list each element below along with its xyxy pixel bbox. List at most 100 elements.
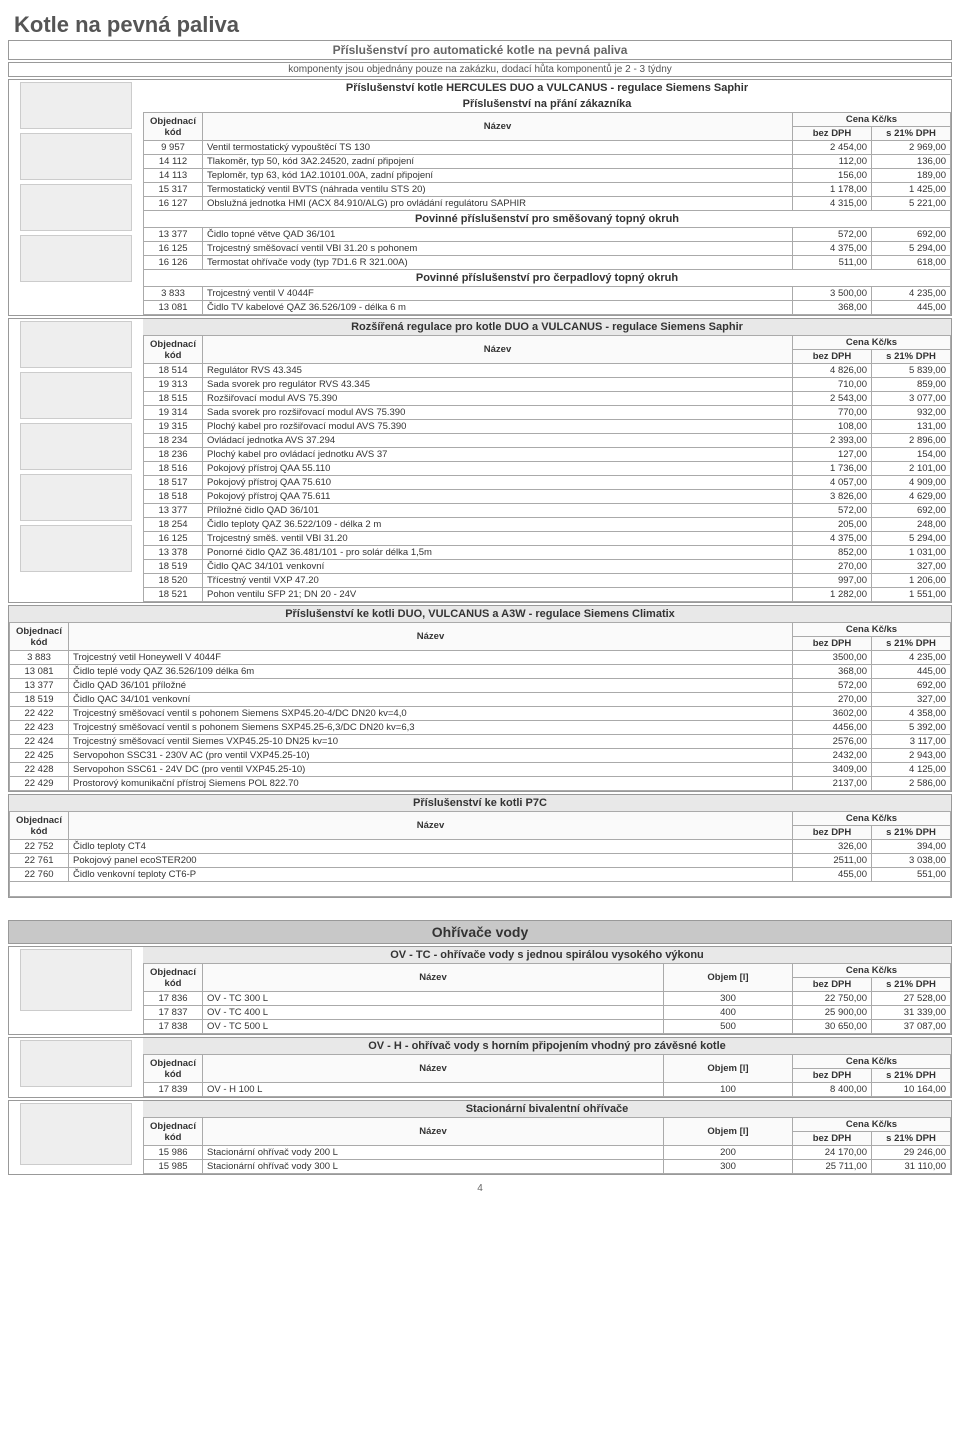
cell-price-s21: 131,00: [872, 420, 951, 434]
cell-price-bez: 852,00: [793, 546, 872, 560]
cell-name: Trojcestný směšovací ventil Siemes VXP45…: [69, 735, 793, 749]
col-s21DPH: s 21% DPH: [872, 350, 951, 364]
cell-price-bez: 3 500,00: [793, 287, 872, 301]
price-table: Objednacíkód Název Cena Kč/ks bez DPHs 2…: [9, 622, 951, 791]
cell-price-s21: 29 246,00: [872, 1146, 951, 1160]
col-name: Název: [203, 1118, 664, 1146]
cell-price-s21: 31 339,00: [872, 1006, 951, 1020]
cell-code: 15 317: [144, 183, 203, 197]
table-row: 16 127Obslužná jednotka HMI (ACX 84.910/…: [144, 197, 951, 211]
section-hercules: Příslušenství kotle HERCULES DUO a VULCA…: [8, 79, 952, 316]
cell-name: Teploměr, typ 63, kód 1A2.10101.00A, zad…: [203, 169, 793, 183]
cell-code: 16 127: [144, 197, 203, 211]
col-code-bot: kód: [165, 978, 182, 989]
cell-price-bez: 24 170,00: [793, 1146, 872, 1160]
col-s21DPH: s 21% DPH: [872, 127, 951, 141]
section-title: OV - H - ohřívač vody s horním připojení…: [143, 1038, 951, 1054]
cell-price-bez: 4 826,00: [793, 364, 872, 378]
cell-code: 16 126: [144, 256, 203, 270]
cell-name: Ovládací jednotka AVS 37.294: [203, 434, 793, 448]
col-s21DPH: s 21% DPH: [872, 1132, 951, 1146]
cell-price-bez: 4456,00: [793, 721, 872, 735]
table-row: 18 519Čidlo QAC 34/101 venkovní270,00327…: [10, 693, 951, 707]
cell-name: Termostat ohřívače vody (typ 7D1.6 R 321…: [203, 256, 793, 270]
table-row: 14 112Tlakoměr, typ 50, kód 3A2.24520, z…: [144, 155, 951, 169]
table-row: 18 517Pokojový přístroj QAA 75.6104 057,…: [144, 476, 951, 490]
cell-price-s21: 189,00: [872, 169, 951, 183]
cell-price-s21: 932,00: [872, 406, 951, 420]
col-s21DPH: s 21% DPH: [872, 826, 951, 840]
cell-code: 18 516: [144, 462, 203, 476]
product-images: [9, 1038, 143, 1097]
product-image: [20, 1103, 132, 1165]
cell-code: 22 422: [10, 707, 69, 721]
cell-code: 14 112: [144, 155, 203, 169]
cell-code: 18 514: [144, 364, 203, 378]
cell-name: Plochý kabel pro ovládací jednotku AVS 3…: [203, 448, 793, 462]
cell-code: 18 520: [144, 574, 203, 588]
cell-price-bez: 1 736,00: [793, 462, 872, 476]
cell-volume: 100: [664, 1083, 793, 1097]
col-code-top: Objednací: [150, 1058, 196, 1069]
section-title: Příslušenství ke kotli DUO, VULCANUS a A…: [9, 606, 951, 622]
col-name: Název: [203, 964, 664, 992]
product-images: [9, 80, 143, 315]
cell-code: 3 833: [144, 287, 203, 301]
cell-price-s21: 2 586,00: [872, 777, 951, 791]
col-bezDPH: bez DPH: [793, 978, 872, 992]
cell-price-s21: 5 839,00: [872, 364, 951, 378]
section-ov-tc: OV - TC - ohřívače vody s jednou spirálo…: [8, 946, 952, 1035]
cell-code: 22 424: [10, 735, 69, 749]
col-bezDPH: bez DPH: [793, 127, 872, 141]
cell-price-bez: 3500,00: [793, 651, 872, 665]
cell-volume: 300: [664, 1160, 793, 1174]
cell-code: 9 957: [144, 141, 203, 155]
sub-section-title: Povinné příslušenství pro směšovaný topn…: [144, 211, 951, 228]
cell-price-bez: 4 375,00: [793, 242, 872, 256]
cell-name: Čidlo QAD 36/101 příložné: [69, 679, 793, 693]
table-row: 18 521Pohon ventilu SFP 21; DN 20 - 24V1…: [144, 588, 951, 602]
table-row: 22 424Trojcestný směšovací ventil Siemes…: [10, 735, 951, 749]
cell-price-s21: 4 358,00: [872, 707, 951, 721]
col-name: Název: [69, 623, 793, 651]
cell-code: 13 377: [144, 504, 203, 518]
col-price: Cena Kč/ks: [793, 1118, 951, 1132]
component-note: komponenty jsou objednány pouze na zakáz…: [9, 63, 951, 76]
cell-name: Stacionární ohřívač vody 200 L: [203, 1146, 664, 1160]
col-s21DPH: s 21% DPH: [872, 1069, 951, 1083]
cell-price-bez: 2 454,00: [793, 141, 872, 155]
cell-name: Trojcestný vetil Honeywell V 4044F: [69, 651, 793, 665]
table-row: 17 836OV - TC 300 L30022 750,0027 528,00: [144, 992, 951, 1006]
cell-price-s21: 1 551,00: [872, 588, 951, 602]
table-row: 16 126Termostat ohřívače vody (typ 7D1.6…: [144, 256, 951, 270]
cell-price-s21: 2 896,00: [872, 434, 951, 448]
cell-name: Stacionární ohřívač vody 300 L: [203, 1160, 664, 1174]
col-bezDPH: bez DPH: [793, 1132, 872, 1146]
price-table: Objednacíkód Název Cena Kč/ks bez DPHs 2…: [143, 335, 951, 602]
col-bezDPH: bez DPH: [793, 350, 872, 364]
col-name: Název: [203, 113, 793, 141]
cell-price-bez: 368,00: [793, 665, 872, 679]
cell-name: Servopohon SSC61 - 24V DC (pro ventil VX…: [69, 763, 793, 777]
cell-price-bez: 4 315,00: [793, 197, 872, 211]
cell-code: 17 838: [144, 1020, 203, 1034]
product-images: [9, 1101, 143, 1174]
col-code-top: Objednací: [150, 116, 196, 127]
main-title: Kotle na pevná paliva: [14, 12, 952, 38]
product-image: [20, 474, 132, 521]
page-number: 4: [8, 1183, 952, 1194]
col-price: Cena Kč/ks: [793, 336, 951, 350]
col-code-top: Objednací: [150, 339, 196, 350]
table-row: 18 518Pokojový přístroj QAA 75.6113 826,…: [144, 490, 951, 504]
cell-name: Čidlo TV kabelové QAZ 36.526/109 - délka…: [203, 301, 793, 315]
table-row: 13 377Příložné čidlo QAD 36/101572,00692…: [144, 504, 951, 518]
cell-code: 15 985: [144, 1160, 203, 1174]
cell-price-s21: 5 221,00: [872, 197, 951, 211]
cell-name: Termostatický ventil BVTS (náhrada venti…: [203, 183, 793, 197]
section-climatix: Příslušenství ke kotli DUO, VULCANUS a A…: [8, 605, 952, 792]
cell-price-s21: 1 425,00: [872, 183, 951, 197]
price-table: Objednacíkód Název Objem [l] Cena Kč/ks …: [143, 1054, 951, 1097]
cell-code: 18 517: [144, 476, 203, 490]
col-price: Cena Kč/ks: [793, 812, 951, 826]
cell-price-bez: 156,00: [793, 169, 872, 183]
